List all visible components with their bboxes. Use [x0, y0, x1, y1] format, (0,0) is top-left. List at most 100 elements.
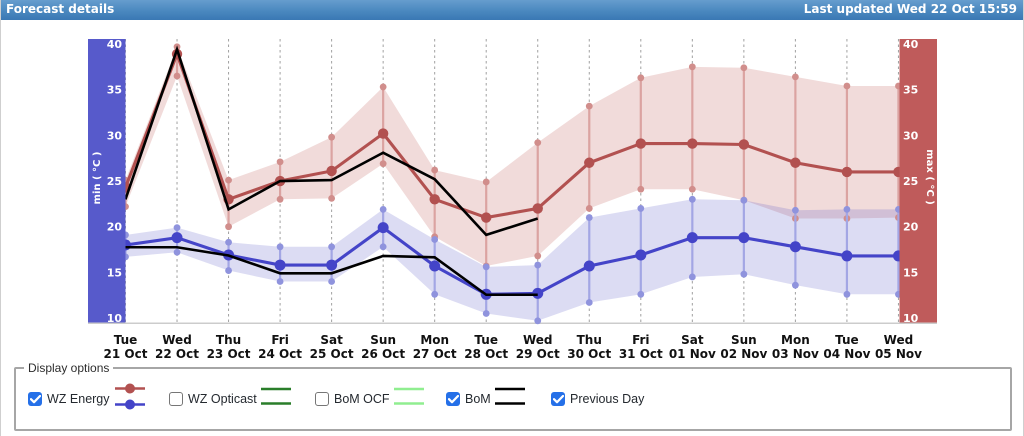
point-wz-energy-min — [686, 232, 698, 244]
right-tick-label: 20 — [903, 221, 919, 234]
point-wz-energy-min — [841, 250, 853, 262]
checkbox-previous-day[interactable] — [551, 392, 565, 406]
x-label: Wed 29 Oct — [516, 333, 560, 360]
checkbox-wz-energy[interactable] — [28, 392, 42, 406]
whisker-bottom-dot — [276, 278, 284, 285]
x-label: Sat 25 Oct — [310, 333, 354, 360]
whisker-top-dot — [482, 263, 490, 271]
whisker-bottom-dot — [637, 185, 645, 193]
x-label: Thu 30 Oct — [567, 333, 611, 360]
x-label: Sun 02 Nov — [720, 333, 767, 360]
left-tick-label: 15 — [107, 266, 122, 279]
whisker-bottom-dot — [688, 273, 696, 281]
whisker-top-dot — [688, 195, 696, 203]
whisker-top-dot — [843, 82, 851, 90]
legend-item-wz-energy: WZ Energy — [28, 383, 146, 410]
whisker-bottom-dot — [431, 290, 439, 298]
line-bom-max — [124, 45, 539, 237]
whisker-bottom-dot — [276, 195, 284, 203]
x-label: Mon 03 Nov — [772, 333, 819, 360]
point-wz-energy-max — [790, 157, 801, 168]
left-tick-label: 25 — [107, 175, 122, 188]
right-tick-label: 25 — [903, 175, 918, 188]
series-lines — [120, 45, 904, 300]
point-wz-energy-max — [532, 203, 543, 214]
line-wz-energy-max — [124, 49, 899, 220]
point-wz-energy-min — [583, 260, 595, 272]
point-wz-energy-min — [274, 259, 286, 271]
whisker-top-dot — [482, 178, 490, 186]
x-label: Wed 22 Oct — [155, 333, 199, 360]
x-label: Sun 26 Oct — [361, 333, 405, 360]
whisker-bottom-dot — [328, 278, 336, 285]
whisker-bottom-dot — [173, 248, 181, 256]
whisker-bottom-dot — [688, 185, 696, 193]
point-wz-energy-max — [687, 138, 698, 149]
point-wz-energy-min — [429, 260, 441, 272]
whisker-top-dot — [534, 139, 542, 147]
whisker-bottom-dot — [225, 267, 232, 274]
forecast-chart: 40 40 35 35 30 30 25 25 20 20 15 15 10 10 min ( °C ) ma… — [88, 38, 937, 360]
point-wz-energy-min — [789, 241, 801, 253]
right-tick-label: 30 — [903, 129, 919, 142]
band-wz-energy-min — [125, 199, 899, 321]
checkbox-bom-ocf[interactable] — [315, 392, 329, 406]
right-tick-label: 10 — [903, 312, 919, 325]
whisker-top-dot — [688, 63, 696, 71]
whisker-bottom-dot — [173, 72, 181, 80]
series-lines-icon — [393, 386, 424, 413]
checkbox-bom[interactable] — [446, 392, 460, 406]
x-label: Tue 21 Oct — [104, 333, 148, 360]
whisker-top-dot — [637, 74, 645, 82]
x-label: Mon 27 Oct — [413, 333, 457, 360]
right-axis-bar — [899, 39, 937, 323]
left-tick-label: 30 — [107, 129, 123, 142]
checkbox-wz-opticast[interactable] — [169, 392, 183, 406]
legend-label: BoM OCF — [334, 392, 390, 406]
whisker-bottom-dot — [534, 252, 542, 260]
whisker-top-dot — [843, 205, 851, 213]
point-wz-energy-min — [377, 222, 389, 234]
whisker-top-dot — [740, 64, 748, 72]
whisker-bottom-dot — [534, 317, 542, 325]
legend-label: WZ Opticast — [188, 392, 257, 406]
x-label: Tue 28 Oct — [464, 333, 508, 360]
right-axis-title: max ( °C ) — [924, 149, 935, 205]
point-wz-energy-min — [532, 287, 544, 299]
x-label: Tue 04 Nov — [823, 333, 870, 360]
legend-item-bom: BoM — [446, 387, 525, 407]
x-label: Wed 05 Nov — [875, 333, 922, 360]
wz-energy-series-icon — [114, 383, 146, 416]
title-bar: Forecast details Last updated Wed 22 Oct… — [1, 0, 1023, 20]
point-wz-energy-max — [635, 138, 646, 149]
point-wz-energy-max — [429, 194, 440, 205]
panel-title: Forecast details — [6, 2, 115, 16]
whisker-bottom-dot — [740, 270, 748, 278]
whisker-bottom-dot — [791, 281, 799, 289]
whisker-top-dot — [276, 243, 284, 251]
point-wz-energy-max — [326, 165, 337, 177]
whisker-top-dot — [225, 176, 232, 184]
left-axis-bar — [88, 39, 126, 323]
point-wz-energy-min — [738, 232, 750, 244]
left-tick-label: 35 — [107, 84, 122, 97]
last-updated-text: Last updated Wed 22 Oct 15:59 — [803, 2, 1017, 16]
whisker-bottom-dot — [225, 223, 232, 231]
whisker-top-dot — [328, 133, 336, 141]
whisker-top-dot — [431, 166, 439, 174]
point-wz-energy-max — [738, 139, 750, 150]
forecast-range-bands — [125, 46, 899, 321]
legend-label: Previous Day — [570, 392, 645, 406]
left-tick-label: 20 — [107, 221, 123, 234]
legend-label: BoM — [465, 392, 491, 406]
x-axis-labels: Tue 21 Oct Wed 22 Oct Thu 23 Oct Fri 24 Oct Sat 2… — [104, 333, 923, 360]
series-lines-icon — [260, 386, 291, 413]
whisker-bottom-dot — [482, 310, 490, 317]
right-tick-label: 35 — [903, 84, 918, 97]
whisker-bottom-dot — [843, 290, 851, 298]
legend-label: WZ Energy — [47, 392, 110, 406]
whisker-top-dot — [791, 206, 799, 214]
point-wz-energy-min — [326, 259, 338, 271]
whisker-top-dot — [431, 236, 439, 243]
whisker-bottom-dot — [585, 205, 593, 212]
